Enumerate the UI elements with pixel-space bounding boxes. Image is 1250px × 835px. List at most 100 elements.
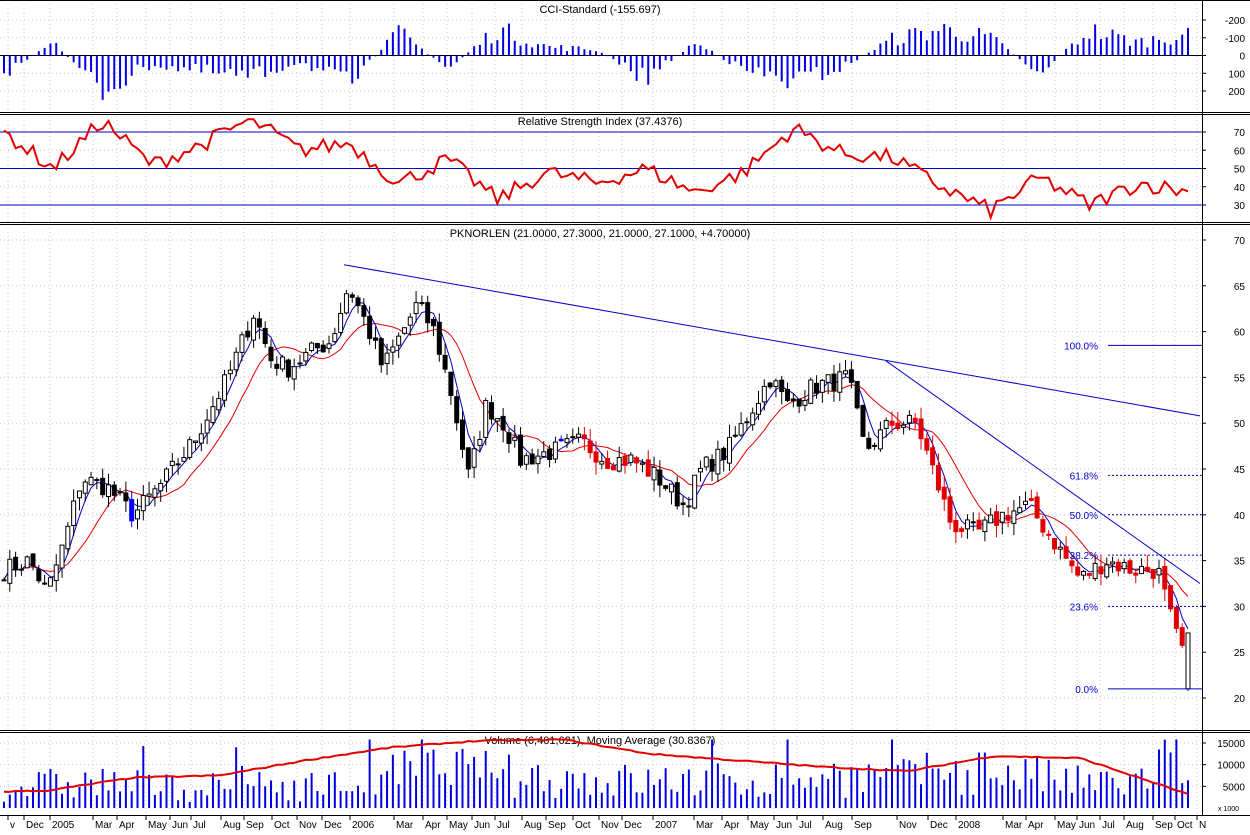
candle-body — [988, 514, 994, 524]
x-tick-label: May — [750, 820, 769, 830]
fib-level-label: 100.0% — [1064, 341, 1098, 352]
candle-body — [326, 343, 332, 349]
candle-body — [692, 474, 698, 509]
candle-body — [181, 456, 187, 462]
candle-body — [959, 528, 965, 532]
candle-body — [970, 521, 976, 524]
candle-body — [100, 477, 106, 496]
candle-body — [274, 363, 280, 369]
candle-body — [1, 579, 7, 582]
candle-body — [47, 577, 53, 587]
volume-title: Volume (6,401,621), Moving Average (30.8… — [485, 735, 716, 747]
candle-body — [802, 399, 808, 406]
y-tick-label: 25 — [1234, 648, 1246, 659]
x-tick-label: Sep — [246, 820, 264, 830]
x-tick-label: Jul — [1102, 820, 1115, 830]
candle-body — [425, 302, 431, 324]
y-tick-label: 0 — [1239, 52, 1245, 63]
rsi-line — [3, 118, 1189, 221]
candle-body — [593, 451, 599, 463]
candle-body — [303, 351, 309, 362]
candle-body — [460, 419, 466, 450]
y-tick-label: 70 — [1234, 128, 1246, 139]
candle-body — [117, 491, 123, 494]
candle-body — [18, 568, 24, 571]
candle-body — [848, 369, 854, 383]
x-tick-label: Dec — [26, 820, 44, 830]
candle-body — [1115, 561, 1121, 572]
candle-body — [489, 402, 495, 420]
candle-body — [500, 415, 506, 431]
candle-body — [843, 370, 849, 375]
candle-body — [1179, 627, 1185, 646]
candle-body — [587, 440, 593, 454]
candle-body — [76, 490, 82, 499]
y-tick-label: 30 — [1234, 602, 1246, 613]
y-tick-label: -100 — [1225, 34, 1245, 45]
candle-body — [454, 396, 460, 424]
candle-body — [1133, 572, 1139, 576]
candle-body — [1156, 567, 1162, 576]
candle-body — [512, 436, 518, 441]
candle-body — [129, 499, 135, 522]
candle-body — [1040, 519, 1046, 533]
candle-body — [71, 500, 77, 526]
candle-body — [30, 553, 36, 567]
volume-ma-line — [3, 738, 1189, 796]
candle-body — [866, 437, 872, 449]
candle-body — [442, 354, 448, 370]
fib-level-label: 61.8% — [1070, 471, 1098, 482]
candle-body — [314, 343, 320, 349]
panel-frames — [0, 0, 1250, 816]
candle-body — [599, 460, 605, 465]
candle-body — [198, 433, 204, 444]
candle-body — [1150, 569, 1156, 579]
trendline-long — [343, 264, 1201, 417]
candle-body — [36, 568, 42, 582]
candle-body — [1144, 566, 1150, 572]
candle-body — [146, 493, 152, 497]
candle-body — [297, 362, 303, 365]
candle-body — [761, 385, 767, 403]
candle-body — [13, 556, 19, 571]
x-tick-label: Aug — [825, 820, 843, 830]
candle-body — [1168, 585, 1174, 610]
candle-body — [1185, 632, 1191, 690]
candle-body — [448, 371, 454, 397]
candle-body — [262, 327, 268, 345]
x-tick-label: Jul — [799, 820, 812, 830]
candle-body — [616, 456, 622, 472]
candle-body — [245, 330, 251, 338]
candle-body — [976, 519, 982, 530]
volume-scale-label: x 1000 — [1218, 806, 1239, 813]
candle-body — [256, 318, 262, 328]
x-tick-label: Aug — [1126, 820, 1144, 830]
candle-body — [338, 312, 344, 333]
candle-body — [291, 366, 297, 380]
volume-panel: Volume (6,401,621), Moving Average (30.8… — [3, 735, 1239, 813]
candle-body — [930, 447, 936, 466]
candle-body — [378, 338, 384, 366]
candle-body — [964, 519, 970, 530]
candle-body — [390, 346, 396, 353]
candle-body — [233, 351, 239, 371]
x-tick-label: Aug — [524, 820, 542, 830]
x-tick-label: N — [1199, 820, 1206, 830]
candle-body — [465, 447, 471, 470]
fib-level-label: 50.0% — [1070, 511, 1098, 522]
candle-body — [715, 448, 721, 475]
candle-body — [576, 433, 582, 438]
candle-body — [82, 481, 88, 494]
candle-body — [372, 337, 378, 341]
x-tick-label: Oct — [575, 820, 591, 830]
candle-body — [216, 398, 222, 411]
y-tick-label: 10000 — [1217, 761, 1245, 772]
candle-body — [547, 448, 553, 460]
price-title: PKNORLEN (21.0000, 27.3000, 21.0000, 27.… — [450, 228, 751, 240]
candle-body — [1046, 533, 1052, 536]
candle-body — [831, 373, 837, 391]
candle-body — [523, 455, 529, 465]
candle-body — [657, 469, 663, 486]
candle-body — [744, 421, 750, 424]
x-axis: v Dec 2005 Mar Apr May Jun Jul Aug Sep Oct Nov Dec 20… — [7, 815, 1206, 831]
